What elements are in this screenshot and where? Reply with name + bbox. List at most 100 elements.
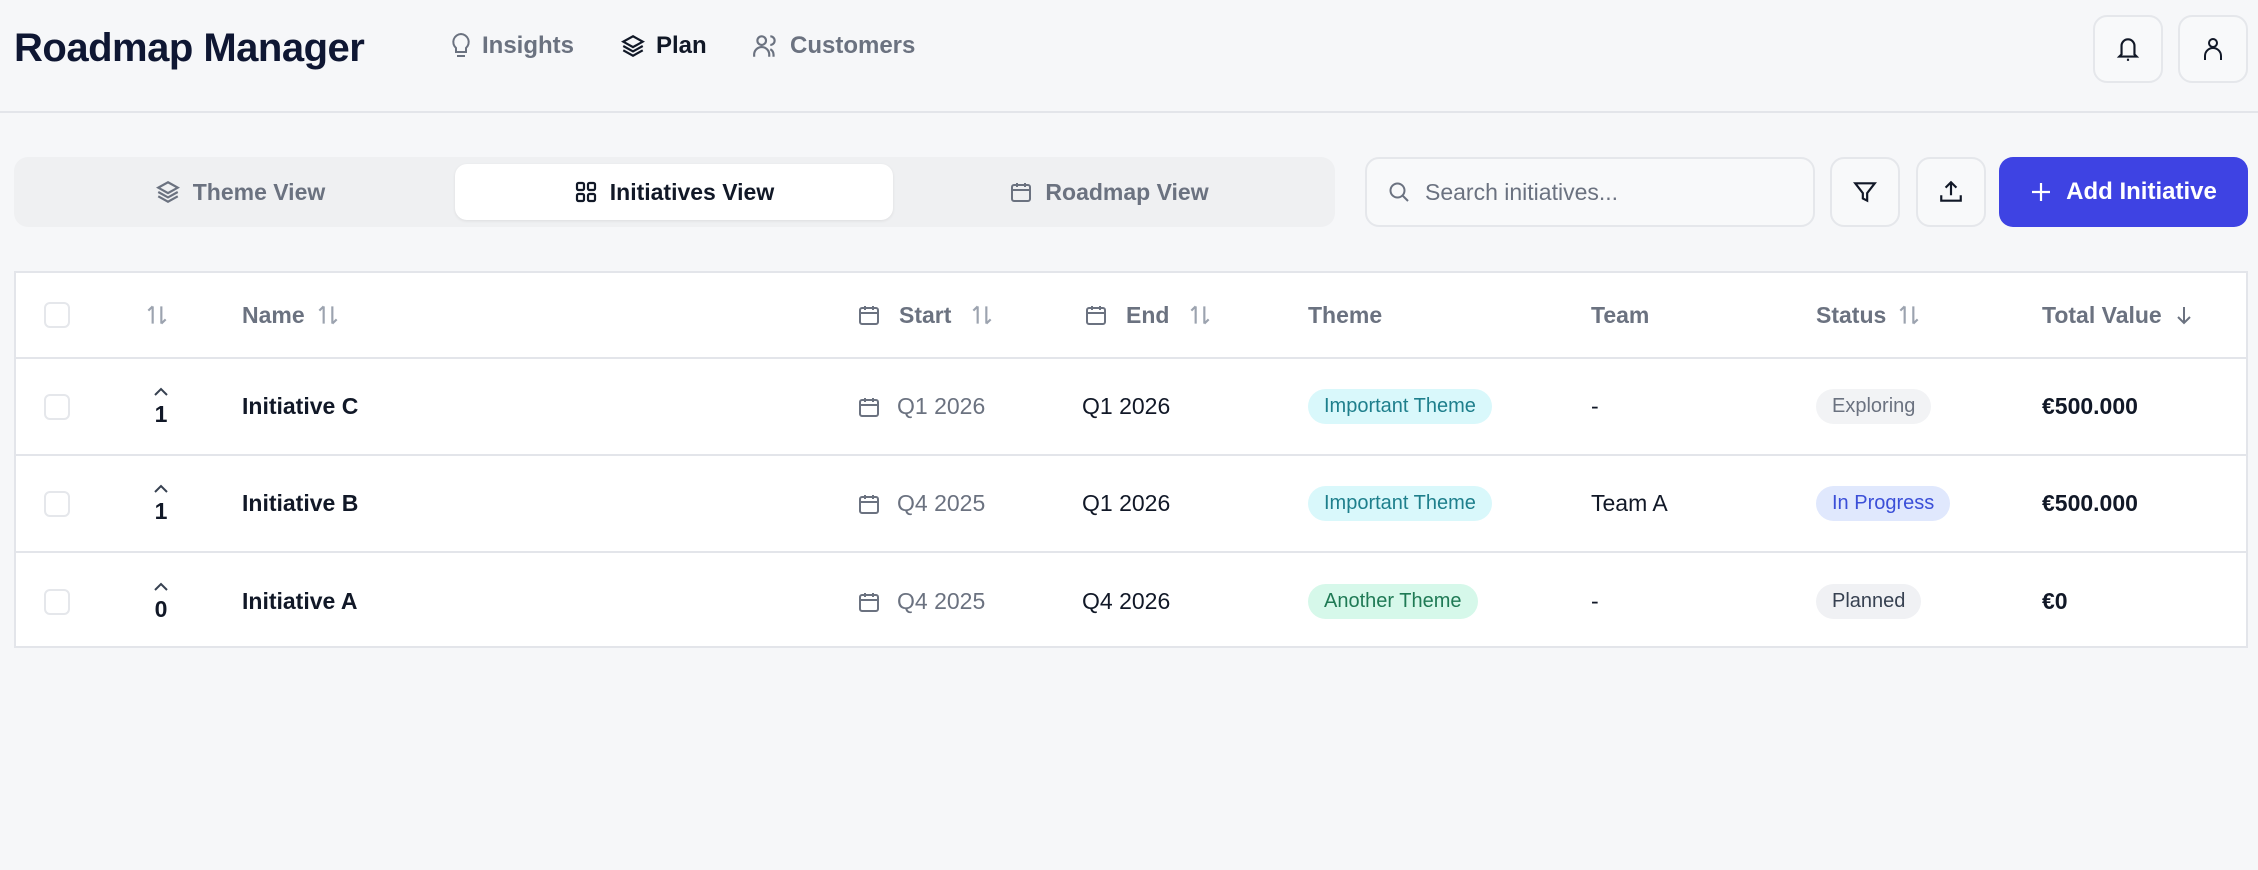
vote-count: 1 (154, 498, 168, 524)
theme-badge: Important Theme (1308, 389, 1492, 424)
sort-votes-button[interactable] (144, 273, 170, 357)
column-end[interactable]: End (1084, 273, 1213, 357)
status-badge: Exploring (1816, 389, 1932, 424)
start-date[interactable]: Q1 2026 (857, 359, 985, 454)
table-row[interactable]: 0 Initiative A Q4 2025 Q4 2026 Another T… (16, 553, 2246, 650)
tab-initiatives-view[interactable]: Initiatives View (455, 164, 893, 220)
start-date[interactable]: Q4 2025 (857, 553, 985, 650)
bell-icon (2115, 35, 2141, 63)
calendar-icon (1009, 180, 1033, 204)
team-value: - (1591, 393, 1599, 419)
table-row[interactable]: 1 Initiative B Q4 2025 Q1 2026 Important… (16, 456, 2246, 553)
total-value: €500.000 (2042, 393, 2138, 419)
sort-icon (969, 302, 995, 328)
upvote-chevron-icon[interactable] (151, 385, 171, 399)
tab-label: Theme View (192, 178, 326, 205)
end-date: Q1 2026 (1082, 393, 1171, 419)
nav-customers[interactable]: Customers (752, 32, 915, 60)
layers-icon (620, 33, 646, 59)
calendar-icon (857, 303, 881, 327)
add-initiative-label: Add Initiative (2066, 178, 2217, 205)
view-tabs: Theme View Initiatives View Roadmap View (14, 157, 1335, 227)
search-box (1365, 157, 1815, 227)
initiatives-table: Name Start End Theme Team Status Total V… (14, 271, 2248, 648)
team-value: - (1591, 588, 1599, 614)
calendar-icon (857, 492, 881, 516)
vote-control: 1 (146, 456, 176, 551)
column-name[interactable]: Name (242, 273, 341, 357)
status-badge: Planned (1816, 584, 1922, 619)
sort-icon (1896, 302, 1922, 328)
tab-label: Initiatives View (609, 178, 775, 205)
vote-count: 0 (154, 596, 168, 622)
team-value: Team A (1591, 490, 1668, 516)
start-value: Q4 2025 (897, 490, 986, 516)
vote-control: 0 (146, 553, 176, 650)
app-title: Roadmap Manager (14, 26, 365, 70)
top-header: Roadmap Manager Insights Plan Customers (0, 0, 2258, 113)
initiative-name[interactable]: Initiative C (242, 393, 359, 419)
end-date: Q4 2026 (1082, 588, 1171, 614)
row-checkbox[interactable] (44, 588, 70, 615)
column-label: Total Value (2042, 301, 2162, 328)
calendar-icon (1084, 303, 1108, 327)
nav-label: Customers (790, 32, 916, 59)
upvote-chevron-icon[interactable] (151, 580, 171, 594)
plus-icon (2030, 181, 2052, 203)
user-icon (2201, 35, 2225, 63)
row-checkbox[interactable] (44, 393, 70, 420)
start-value: Q4 2025 (897, 588, 986, 614)
tab-theme-view[interactable]: Theme View (21, 164, 459, 220)
theme-badge: Important Theme (1308, 486, 1492, 521)
select-all-checkbox[interactable] (44, 302, 70, 328)
column-team: Team (1591, 301, 1650, 328)
sort-icon (1187, 302, 1213, 328)
column-theme: Theme (1308, 301, 1383, 328)
column-status[interactable]: Status (1816, 273, 1922, 357)
sort-icon (144, 302, 170, 328)
tab-roadmap-view[interactable]: Roadmap View (890, 164, 1328, 220)
initiative-name[interactable]: Initiative A (242, 588, 358, 614)
column-start[interactable]: Start (857, 273, 995, 357)
user-profile-button[interactable] (2178, 15, 2248, 83)
upload-icon (1938, 179, 1964, 205)
total-value: €500.000 (2042, 490, 2138, 516)
filter-icon (1852, 179, 1878, 205)
upvote-chevron-icon[interactable] (151, 482, 171, 496)
calendar-icon (857, 590, 881, 614)
nav-insights[interactable]: Insights (450, 32, 574, 60)
grid-icon (574, 180, 598, 204)
row-checkbox[interactable] (44, 490, 70, 517)
total-value: €0 (2042, 588, 2068, 614)
vote-control: 1 (146, 359, 176, 454)
column-label: Name (242, 301, 305, 328)
initiative-name[interactable]: Initiative B (242, 490, 359, 516)
column-label: End (1126, 301, 1170, 328)
search-input[interactable] (1425, 178, 1805, 206)
end-date: Q1 2026 (1082, 490, 1171, 516)
column-label: Start (899, 301, 952, 328)
tab-label: Roadmap View (1045, 178, 1209, 205)
nav-label: Insights (482, 32, 575, 59)
users-icon (752, 33, 780, 59)
search-icon (1387, 180, 1411, 204)
add-initiative-button[interactable]: Add Initiative (1999, 157, 2248, 227)
status-badge: In Progress (1816, 486, 1951, 521)
nav-label: Plan (656, 32, 707, 59)
filter-button[interactable] (1830, 157, 1900, 227)
column-label: Status (1816, 301, 1887, 328)
export-button[interactable] (1916, 157, 1986, 227)
calendar-icon (857, 395, 881, 419)
arrow-down-icon (2172, 303, 2196, 327)
table-header: Name Start End Theme Team Status Total V… (16, 273, 2246, 359)
table-row[interactable]: 1 Initiative C Q1 2026 Q1 2026 Important… (16, 359, 2246, 456)
column-total-value[interactable]: Total Value (2042, 273, 2196, 357)
start-date[interactable]: Q4 2025 (857, 456, 985, 551)
theme-badge: Another Theme (1308, 584, 1478, 619)
sort-icon (315, 302, 341, 328)
vote-count: 1 (154, 401, 168, 427)
notifications-button[interactable] (2093, 15, 2163, 83)
nav-plan[interactable]: Plan (620, 32, 707, 60)
start-value: Q1 2026 (897, 393, 986, 419)
layers-icon (155, 179, 181, 205)
